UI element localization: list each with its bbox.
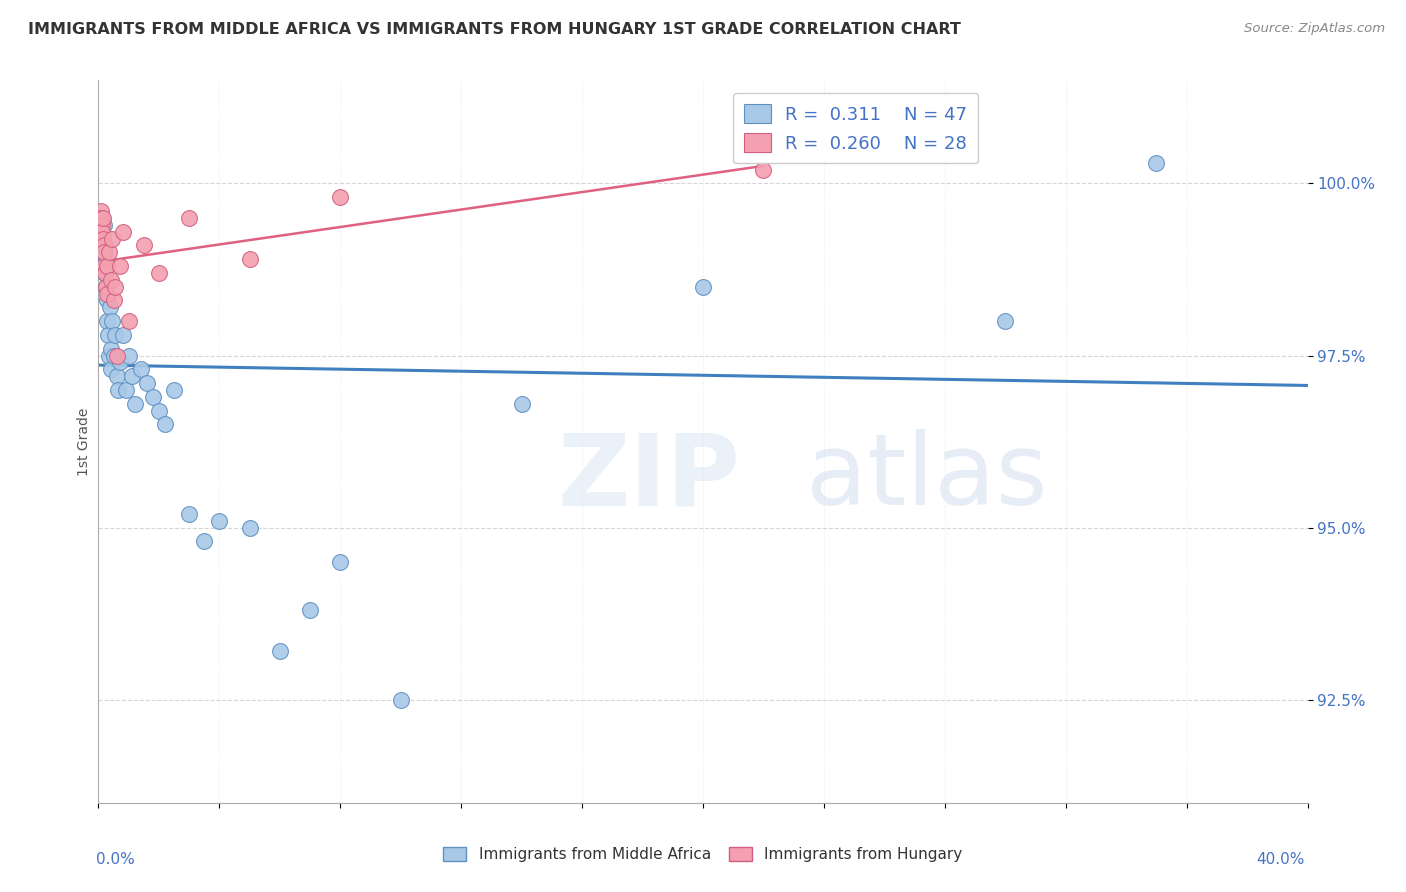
Point — [129, 362, 152, 376]
Point — [96, 314, 118, 328]
Text: Source: ZipAtlas.com: Source: ZipAtlas.com — [1244, 22, 1385, 36]
Point — [208, 514, 231, 528]
Point — [148, 403, 170, 417]
Point — [299, 603, 322, 617]
Point — [93, 245, 115, 260]
Point — [163, 383, 186, 397]
Point — [142, 390, 165, 404]
Point — [111, 225, 134, 239]
Point — [98, 245, 121, 260]
Point — [91, 259, 114, 273]
Point — [193, 534, 215, 549]
Point — [104, 327, 127, 342]
Point — [389, 692, 412, 706]
Point — [100, 362, 122, 376]
Y-axis label: 1st Grade: 1st Grade — [77, 408, 91, 475]
Point — [105, 369, 128, 384]
Point — [239, 520, 262, 534]
Point — [108, 355, 131, 369]
Point — [269, 644, 291, 658]
Point — [96, 259, 118, 273]
Point — [118, 314, 141, 328]
Point — [108, 259, 131, 273]
Point — [148, 266, 170, 280]
Point — [90, 211, 112, 225]
Point — [97, 327, 120, 342]
Point — [114, 383, 136, 397]
Point — [179, 211, 201, 225]
Point — [90, 231, 112, 245]
Point — [96, 293, 118, 308]
Point — [100, 342, 122, 356]
Point — [104, 279, 127, 293]
Point — [93, 218, 115, 232]
Point — [124, 397, 146, 411]
Point — [239, 252, 262, 267]
Point — [98, 301, 121, 315]
Point — [90, 211, 112, 225]
Point — [153, 417, 176, 432]
Point — [91, 245, 114, 260]
Point — [93, 259, 115, 273]
Legend: Immigrants from Middle Africa, Immigrants from Hungary: Immigrants from Middle Africa, Immigrant… — [437, 841, 969, 868]
Point — [329, 555, 352, 569]
Text: ZIP: ZIP — [558, 429, 741, 526]
Text: 40.0%: 40.0% — [1257, 852, 1305, 867]
Point — [1146, 156, 1168, 170]
Point — [91, 225, 114, 239]
Point — [94, 279, 117, 293]
Point — [510, 397, 533, 411]
Point — [101, 314, 124, 328]
Point — [107, 383, 129, 397]
Text: 0.0%: 0.0% — [96, 852, 135, 867]
Text: IMMIGRANTS FROM MIDDLE AFRICA VS IMMIGRANTS FROM HUNGARY 1ST GRADE CORRELATION C: IMMIGRANTS FROM MIDDLE AFRICA VS IMMIGRA… — [28, 22, 960, 37]
Point — [132, 238, 155, 252]
Point — [96, 286, 118, 301]
Point — [91, 225, 114, 239]
Point — [103, 349, 125, 363]
Point — [752, 162, 775, 177]
Point — [91, 218, 114, 232]
Point — [994, 314, 1017, 328]
Point — [135, 376, 157, 390]
Point — [98, 349, 121, 363]
Text: atlas: atlas — [806, 429, 1047, 526]
Point — [93, 266, 115, 280]
Point — [91, 231, 114, 245]
Point — [91, 238, 114, 252]
Point — [94, 266, 117, 280]
Point — [121, 369, 143, 384]
Point — [94, 279, 117, 293]
Point — [111, 327, 134, 342]
Point — [179, 507, 201, 521]
Point — [103, 293, 125, 308]
Legend: R =  0.311    N = 47, R =  0.260    N = 28: R = 0.311 N = 47, R = 0.260 N = 28 — [733, 93, 979, 163]
Point — [105, 349, 128, 363]
Point — [101, 231, 124, 245]
Point — [91, 211, 114, 225]
Point — [118, 349, 141, 363]
Point — [93, 238, 115, 252]
Point — [90, 204, 112, 219]
Point — [100, 273, 122, 287]
Point — [94, 238, 117, 252]
Point — [93, 245, 115, 260]
Point — [692, 279, 714, 293]
Point — [329, 190, 352, 204]
